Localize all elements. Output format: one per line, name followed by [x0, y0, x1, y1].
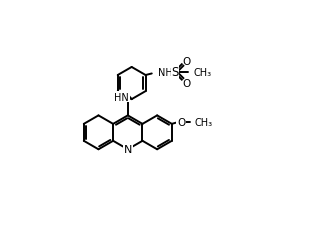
Text: HN: HN	[114, 92, 129, 103]
Text: O: O	[182, 57, 190, 67]
Text: NH: NH	[158, 68, 173, 78]
Text: O: O	[177, 117, 185, 127]
Text: CH₃: CH₃	[195, 117, 213, 127]
Text: N: N	[124, 145, 132, 155]
Text: CH₃: CH₃	[193, 68, 212, 78]
Text: S: S	[171, 66, 179, 79]
Text: O: O	[182, 78, 190, 88]
